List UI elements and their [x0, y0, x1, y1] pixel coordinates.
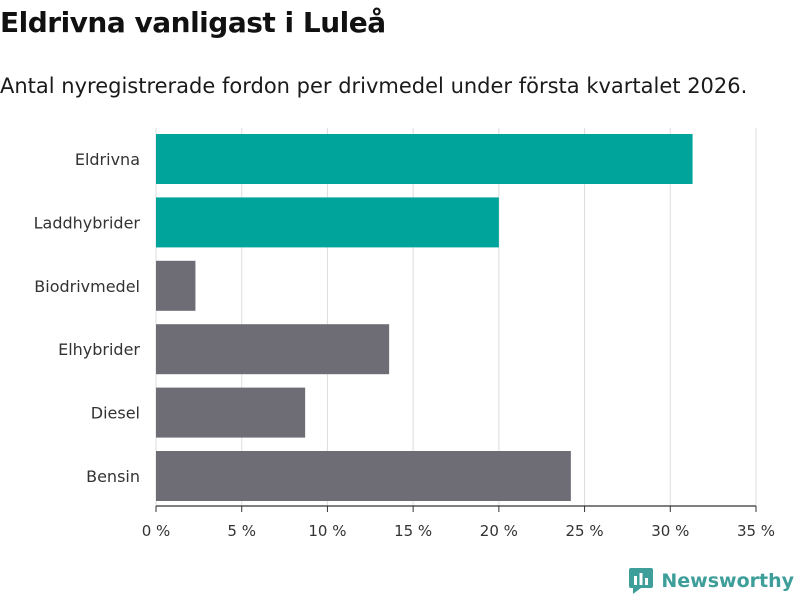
category-labels: Eldrivna Laddhybrider Biodrivmedel Elhybrid…	[34, 150, 141, 486]
x-tick-label: 15 %	[394, 522, 432, 540]
x-tick-label: 0 %	[142, 522, 171, 540]
gridlines	[155, 128, 757, 506]
x-tick-label: 5 %	[227, 522, 256, 540]
category-label: Bensin	[86, 467, 140, 486]
bar-elhybrider	[156, 324, 390, 375]
bar-bensin	[156, 451, 571, 501]
brand-name: Newsworthy	[661, 570, 794, 592]
bar-diesel	[156, 387, 306, 438]
chart-subtitle: Antal nyregistrerade fordon per drivmede…	[0, 74, 748, 98]
x-tick-label: 25 %	[566, 522, 604, 540]
bars	[156, 134, 693, 501]
category-label: Laddhybrider	[34, 213, 141, 232]
bar-chart: 0 % 5 % 10 % 15 % 20 % 25 % 30 % 35 % Eldrivna L…	[34, 128, 775, 540]
newsworthy-logo-icon	[629, 568, 654, 594]
x-tick-label: 10 %	[308, 522, 346, 540]
x-tick-label: 30 %	[651, 522, 689, 540]
category-label: Elhybrider	[58, 340, 140, 359]
category-label: Diesel	[91, 404, 140, 423]
bar-laddhybrider	[156, 197, 499, 248]
chart-title: Eldrivna vanligast i Luleå	[0, 6, 386, 39]
x-tick-label: 20 %	[480, 522, 518, 540]
x-tick-label: 35 %	[737, 522, 775, 540]
bar-biodrivmedel	[156, 260, 196, 311]
category-label: Biodrivmedel	[34, 277, 140, 296]
brand-logo: Newsworthy	[629, 568, 794, 594]
bar-eldrivna	[156, 134, 693, 184]
x-axis: 0 % 5 % 10 % 15 % 20 % 25 % 30 % 35 %	[142, 505, 775, 540]
category-label: Eldrivna	[75, 150, 140, 169]
